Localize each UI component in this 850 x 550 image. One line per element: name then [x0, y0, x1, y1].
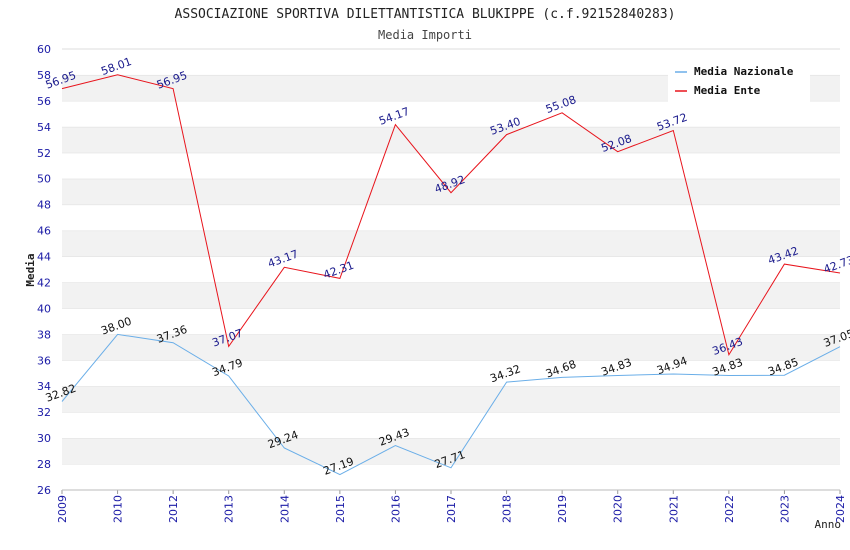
y-axis-ticks: 26 28 30 32 34 36 38 40 42 44 46 48 50 52 54 56 58 60 [37, 43, 51, 497]
series-line-media-nazionale [61, 333, 841, 476]
y-tick-label: 54 [37, 121, 51, 134]
y-tick-label: 44 [37, 251, 51, 264]
x-tick-label: 2020 [612, 495, 625, 523]
legend: Media Nazionale Media Ente [668, 60, 810, 102]
y-tick-label: 50 [37, 173, 51, 186]
grid-band [62, 308, 840, 335]
y-tick-label: 38 [37, 328, 51, 341]
series-line-media-ente [61, 74, 841, 356]
grid-band [62, 230, 840, 257]
chart-title: ASSOCIAZIONE SPORTIVA DILETTANTISTICA BL… [175, 7, 676, 22]
grid-band [62, 204, 840, 231]
y-tick-label: 32 [37, 406, 51, 419]
y-tick-label: 30 [37, 432, 51, 445]
grid-band [62, 256, 840, 283]
grid-band [62, 386, 840, 413]
legend-label-ente: Media Ente [694, 84, 761, 97]
y-tick-label: 34 [37, 380, 51, 393]
y-tick-label: 56 [37, 95, 51, 108]
x-axis-ticks: 2009 2010 2012 2013 2014 2015 2016 2017 2018 2019… [56, 490, 847, 523]
x-tick-label: 2009 [56, 495, 69, 523]
x-tick-label: 2018 [501, 495, 514, 523]
legend-label-naz: Media Nazionale [694, 65, 794, 78]
grid-band [62, 360, 840, 387]
series-group [61, 74, 841, 476]
legend-box [668, 60, 810, 102]
chart-subtitle: Media Importi [378, 28, 472, 42]
y-tick-label: 52 [37, 147, 51, 160]
grid-band [62, 464, 840, 490]
y-tick-label: 26 [37, 484, 51, 497]
x-tick-label: 2019 [556, 495, 569, 523]
y-tick-label: 58 [37, 69, 51, 82]
grid-band [62, 282, 840, 309]
grid-band [62, 438, 840, 465]
y-tick-label: 60 [37, 43, 51, 56]
x-tick-label: 2023 [778, 495, 791, 523]
y-tick-label: 46 [37, 225, 51, 238]
x-tick-label: 2016 [389, 495, 402, 523]
y-tick-label: 42 [37, 276, 51, 289]
grid-band [62, 334, 840, 361]
x-tick-label: 2015 [334, 495, 347, 523]
grid-band [62, 152, 840, 179]
x-tick-label: 2021 [667, 495, 680, 523]
grid-band [62, 100, 840, 127]
x-tick-label: 2014 [278, 495, 291, 523]
x-tick-label: 2013 [223, 495, 236, 523]
grid-band [62, 126, 840, 153]
grid-band [62, 178, 840, 205]
y-tick-label: 40 [37, 302, 51, 315]
y-axis-label: Media [24, 253, 37, 286]
y-tick-label: 28 [37, 458, 51, 471]
x-tick-label: 2012 [167, 495, 180, 523]
x-tick-label: 2010 [112, 495, 125, 523]
y-tick-label: 48 [37, 199, 51, 212]
grid-bands [62, 48, 840, 490]
x-axis-label: Anno [815, 518, 842, 531]
x-tick-label: 2017 [445, 495, 458, 523]
y-tick-label: 36 [37, 354, 51, 367]
x-tick-label: 2024 [834, 495, 847, 523]
x-tick-label: 2022 [723, 495, 736, 523]
grid-band [62, 412, 840, 439]
